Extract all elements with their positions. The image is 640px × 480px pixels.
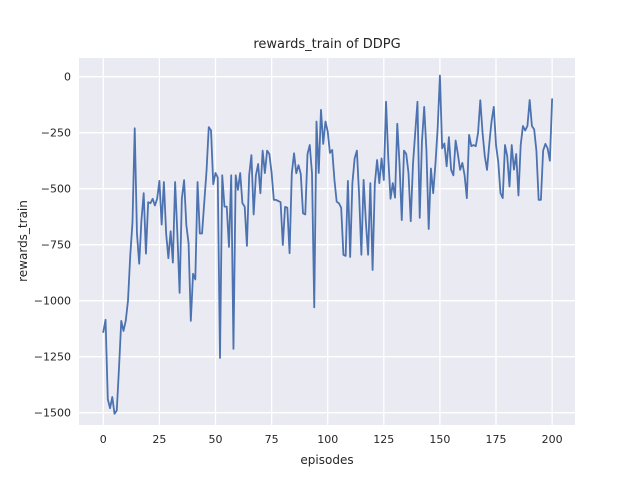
x-tick-label: 125	[373, 433, 395, 446]
x-tick-label: 0	[99, 433, 107, 446]
plot-background	[79, 58, 575, 425]
chart-title: rewards_train of DDPG	[253, 37, 401, 52]
x-tick-label: 200	[541, 433, 563, 446]
y-tick-label: −1500	[33, 406, 71, 420]
y-axis-label: rewards_train	[16, 200, 30, 282]
y-tick-label: −1250	[33, 350, 71, 364]
x-axis-label: episodes	[300, 453, 354, 467]
x-tick-label: 175	[485, 433, 507, 446]
y-tick-label: 0	[64, 70, 71, 84]
reward-line	[102, 74, 554, 415]
x-tick-label: 50	[208, 433, 223, 446]
y-tick-label: −250	[40, 126, 71, 140]
y-tick-label: −500	[40, 182, 71, 196]
x-tick-label: 75	[264, 433, 279, 446]
x-tick-label: 25	[152, 433, 167, 446]
x-tick-label: 150	[429, 433, 451, 446]
line-plot-svg	[79, 58, 575, 425]
plot-area	[79, 58, 575, 425]
y-tick-label: −750	[40, 238, 71, 252]
x-tick-label: 100	[317, 433, 339, 446]
y-tick-label: −1000	[33, 294, 71, 308]
